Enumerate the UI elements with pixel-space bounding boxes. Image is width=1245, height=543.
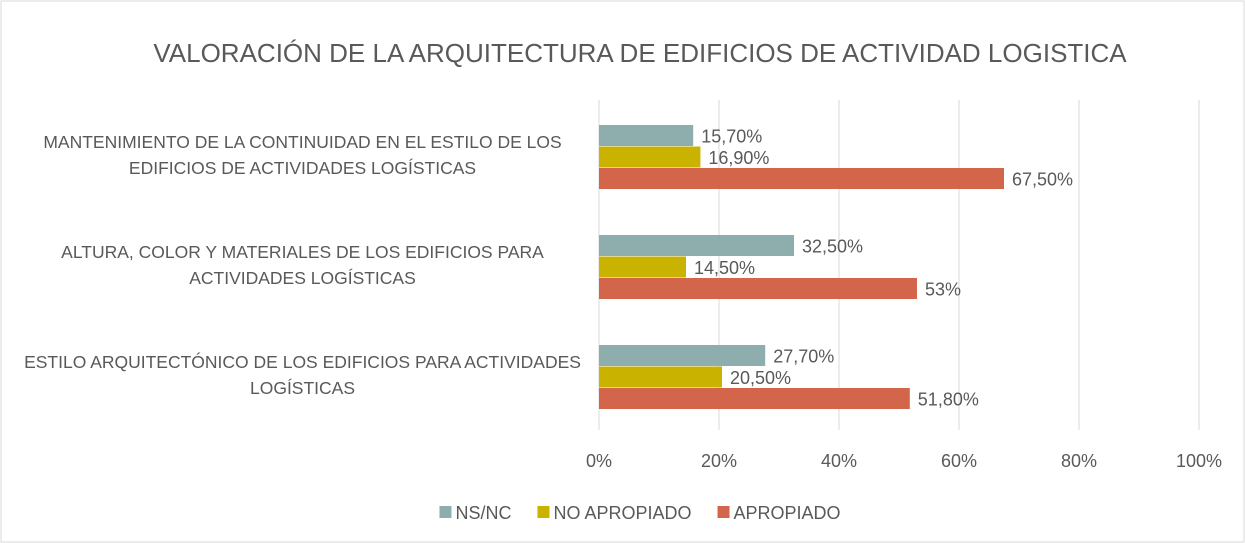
legend-label: NO APROPIADO	[553, 503, 691, 523]
x-tick-label: 20%	[701, 451, 737, 471]
x-tick-label: 60%	[941, 451, 977, 471]
data-label: 14,50%	[694, 258, 755, 278]
legend-swatch	[717, 506, 730, 518]
category-label: ALTURA, COLOR Y MATERIALES DE LOS EDIFIC…	[61, 242, 544, 288]
category-text: MANTENIMIENTO DE LA CONTINUIDAD EN EL ES…	[43, 132, 562, 178]
data-label: 20,50%	[730, 368, 791, 388]
data-label: 53%	[925, 280, 961, 300]
category-label: MANTENIMIENTO DE LA CONTINUIDAD EN EL ES…	[43, 132, 562, 178]
bar	[599, 146, 701, 168]
bar	[599, 256, 686, 278]
category-text: ESTILO ARQUITECTÓNICO DE LOS EDIFICIOS P…	[24, 352, 581, 398]
legend-label: APROPIADO	[734, 503, 841, 523]
legend-swatch	[537, 506, 550, 518]
data-label: 32,50%	[802, 237, 863, 257]
data-label: 51,80%	[918, 390, 979, 410]
bar	[599, 278, 917, 299]
legend-item: NS/NC	[439, 503, 511, 523]
data-label: 67,50%	[1012, 170, 1073, 190]
bar	[599, 345, 766, 366]
x-tick-label: 0%	[586, 451, 612, 471]
category-text: ALTURA, COLOR Y MATERIALES DE LOS EDIFIC…	[61, 242, 544, 288]
data-label: 27,70%	[773, 347, 834, 367]
bar	[599, 125, 694, 146]
bar	[599, 366, 722, 388]
chart-title: VALORACIÓN DE LA ARQUITECTURA DE EDIFICI…	[153, 38, 1127, 68]
x-tick-label: 80%	[1061, 451, 1097, 471]
bar	[599, 388, 910, 409]
legend-item: NO APROPIADO	[537, 503, 692, 523]
legend-swatch	[439, 506, 452, 518]
data-label: 16,90%	[708, 148, 769, 168]
legend-label: NS/NC	[455, 503, 511, 523]
bar	[599, 168, 1004, 189]
category-label: ESTILO ARQUITECTÓNICO DE LOS EDIFICIOS P…	[24, 352, 581, 398]
x-tick-label: 40%	[821, 451, 857, 471]
bar	[599, 235, 794, 256]
legend-item: APROPIADO	[717, 503, 841, 523]
data-label: 15,70%	[701, 127, 762, 147]
x-tick-label: 100%	[1176, 451, 1222, 471]
